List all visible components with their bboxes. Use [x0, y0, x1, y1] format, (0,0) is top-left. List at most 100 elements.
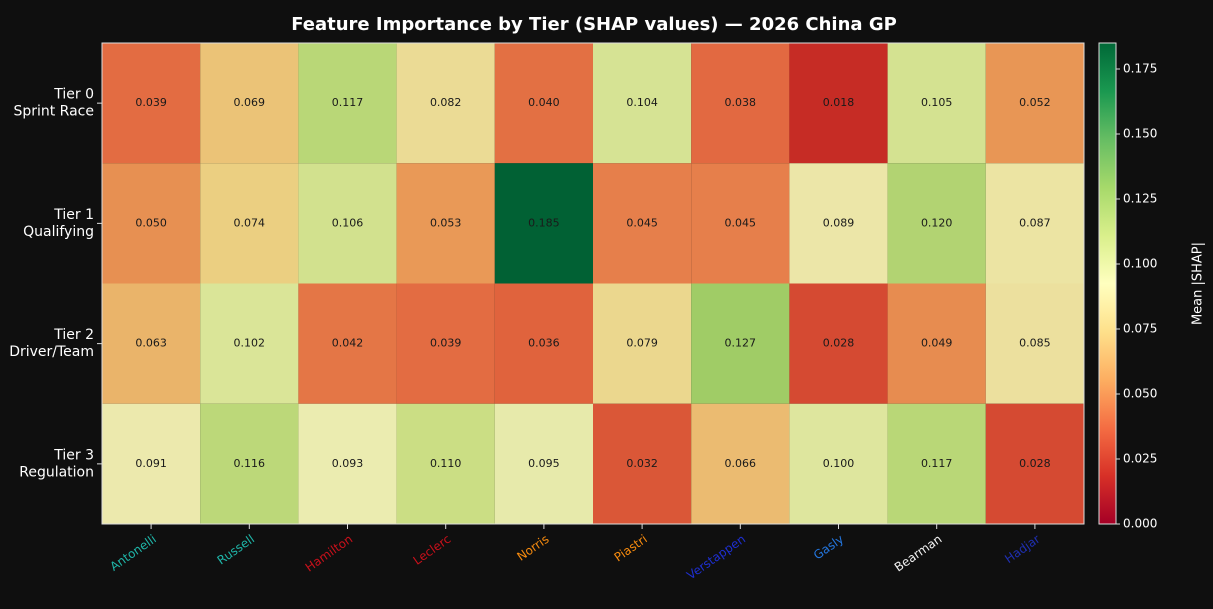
cell-label: 0.036	[528, 337, 560, 350]
heatmap-cell	[200, 403, 299, 524]
cell-label: 0.093	[332, 457, 364, 470]
heatmap-cell	[985, 43, 1084, 164]
cell-label: 0.091	[135, 457, 167, 470]
cell-label: 0.116	[234, 457, 266, 470]
y-tick-label: Sprint Race	[13, 104, 94, 120]
cell-label: 0.089	[823, 216, 855, 229]
cell-label: 0.105	[921, 96, 953, 109]
heatmap-cell	[298, 403, 397, 524]
heatmap-cell	[396, 43, 495, 164]
cell-label: 0.040	[528, 96, 560, 109]
colorbar-tick-label: 0.075	[1123, 322, 1157, 336]
heatmap-cell	[396, 403, 495, 524]
heatmap-cell	[593, 283, 692, 404]
heatmap-cell	[200, 43, 299, 164]
heatmap-cell	[494, 283, 593, 404]
heatmap-cell	[691, 403, 790, 524]
cell-label: 0.066	[725, 457, 757, 470]
cell-label: 0.032	[626, 457, 658, 470]
cell-label: 0.050	[135, 216, 167, 229]
cell-label: 0.053	[430, 216, 462, 229]
heatmap-cell	[494, 43, 593, 164]
cell-label: 0.102	[234, 337, 266, 350]
heatmap-cell	[593, 403, 692, 524]
cell-label: 0.052	[1019, 96, 1051, 109]
heatmap-cell	[298, 283, 397, 404]
cell-label: 0.085	[1019, 337, 1051, 350]
heatmap-cell	[985, 163, 1084, 284]
cell-label: 0.127	[725, 337, 757, 350]
cell-label: 0.018	[823, 96, 855, 109]
colorbar-tick-label: 0.000	[1123, 517, 1157, 531]
heatmap-cell	[789, 43, 888, 164]
heatmap-cell	[691, 283, 790, 404]
cell-label: 0.120	[921, 216, 953, 229]
heatmap-cell	[102, 283, 201, 404]
cell-label: 0.045	[626, 216, 658, 229]
cell-label: 0.185	[528, 216, 560, 229]
cell-label: 0.117	[332, 96, 364, 109]
colorbar-tick-label: 0.050	[1123, 387, 1157, 401]
cell-label: 0.039	[430, 337, 462, 350]
heatmap-cell	[691, 43, 790, 164]
colorbar-tick-label: 0.175	[1123, 62, 1157, 76]
cell-label: 0.100	[823, 457, 855, 470]
colorbar-tick-label: 0.025	[1123, 452, 1157, 466]
chart-title: Feature Importance by Tier (SHAP values)…	[291, 14, 897, 35]
colorbar	[1098, 42, 1117, 525]
cell-label: 0.074	[234, 216, 266, 229]
heatmap-cell	[593, 43, 692, 164]
heatmap-cell	[102, 163, 201, 284]
heatmap-cell	[789, 403, 888, 524]
cell-label: 0.106	[332, 216, 364, 229]
cell-label: 0.045	[725, 216, 757, 229]
heatmap-cell	[985, 283, 1084, 404]
heatmap-cell	[102, 43, 201, 164]
cell-label: 0.079	[626, 337, 658, 350]
cell-label: 0.104	[626, 96, 658, 109]
heatmap-cell	[200, 163, 299, 284]
y-tick-label: Regulation	[19, 464, 94, 480]
heatmap-cell	[102, 403, 201, 524]
heatmap-cell	[789, 283, 888, 404]
y-tick-label: Tier 3	[53, 447, 94, 463]
colorbar-tick-label: 0.150	[1123, 127, 1157, 141]
cell-label: 0.087	[1019, 216, 1051, 229]
heatmap-cell	[887, 163, 986, 284]
heatmap-cell	[691, 163, 790, 284]
heatmap-cell	[298, 43, 397, 164]
y-tick-label: Tier 2	[53, 327, 94, 343]
y-tick-label: Tier 1	[53, 207, 94, 223]
cell-label: 0.039	[135, 96, 167, 109]
cell-label: 0.028	[823, 337, 855, 350]
heatmap-cell	[200, 283, 299, 404]
heatmap-cell	[593, 163, 692, 284]
cell-label: 0.117	[921, 457, 953, 470]
heatmap-cell	[887, 403, 986, 524]
colorbar-tick-label: 0.100	[1123, 257, 1157, 271]
heatmap-cell	[789, 163, 888, 284]
cell-label: 0.082	[430, 96, 462, 109]
cell-label: 0.110	[430, 457, 462, 470]
cell-label: 0.069	[234, 96, 266, 109]
heatmap-cell	[494, 403, 593, 524]
colorbar-label: Mean |SHAP|	[1191, 242, 1206, 325]
cell-label: 0.028	[1019, 457, 1051, 470]
cell-label: 0.063	[135, 337, 167, 350]
y-tick-label: Tier 0	[53, 87, 94, 103]
cell-label: 0.038	[725, 96, 757, 109]
cell-label: 0.042	[332, 337, 364, 350]
cell-label: 0.049	[921, 337, 953, 350]
cell-label: 0.095	[528, 457, 560, 470]
y-tick-label: Driver/Team	[9, 344, 94, 360]
heatmap-cell	[298, 163, 397, 284]
heatmap-cell	[494, 163, 593, 284]
heatmap-cell	[985, 403, 1084, 524]
colorbar-tick-label: 0.125	[1123, 192, 1157, 206]
heatmap-cell	[887, 283, 986, 404]
y-tick-label: Qualifying	[23, 224, 94, 240]
heatmap-cell	[396, 163, 495, 284]
heatmap-cell	[887, 43, 986, 164]
plot-frame	[101, 42, 1085, 525]
